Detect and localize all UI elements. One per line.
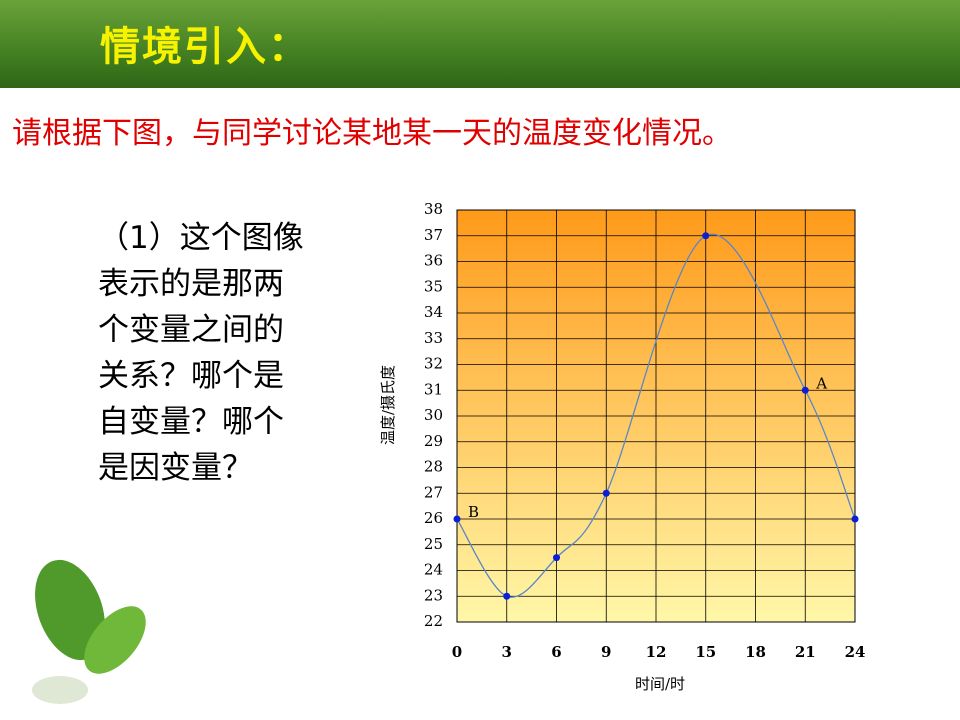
plot-border (456, 209, 856, 623)
point (602, 489, 610, 497)
point (503, 592, 511, 600)
subtitle: 请根据下图，与同学讨论某地某一天的温度变化情况。 (12, 116, 732, 151)
x-tick-label: 3 (502, 643, 512, 661)
x-tick-label: 9 (601, 643, 611, 661)
y-tick-label: 31 (424, 380, 443, 398)
y-tick-label: 23 (424, 586, 443, 604)
y-tick-label: 33 (424, 329, 443, 347)
y-tick-label: 38 (424, 200, 443, 218)
leaf-decoration (32, 559, 146, 704)
y-tick-label: 35 (424, 277, 443, 295)
y-tick-label: 26 (424, 509, 443, 527)
question-line: 关系？哪个是 (98, 358, 284, 394)
point (801, 386, 809, 394)
question-line: 表示的是那两 (98, 266, 284, 302)
header-bar (0, 0, 960, 88)
y-tick-label: 36 (424, 252, 443, 270)
question: （1）这个图像 表示的是那两 个变量之间的 关系？哪个是 自变量？哪个 是因变量？ (98, 215, 304, 491)
y-tick-label: 37 (424, 226, 443, 244)
point-label: A (815, 374, 827, 392)
question-line: 是因变量？ (98, 450, 253, 486)
y-tick-label: 32 (424, 355, 443, 373)
question-line: 个变量之间的 (98, 312, 284, 348)
point (453, 515, 461, 523)
x-tick-label: 0 (452, 643, 462, 661)
point (702, 232, 710, 240)
y-tick-label: 28 (424, 458, 443, 476)
x-tick-label: 24 (845, 643, 866, 661)
x-tick-label: 18 (745, 643, 766, 661)
point-label: B (468, 503, 479, 521)
x-tick-label: 15 (695, 643, 716, 661)
y-tick-label: 34 (424, 303, 443, 321)
x-tick-label: 12 (646, 643, 667, 661)
title: 情境引入： (100, 24, 310, 70)
point (851, 515, 859, 523)
question-line: （1）这个图像 (98, 220, 304, 256)
y-tick-label: 25 (424, 535, 443, 553)
y-tick-label: 24 (424, 561, 443, 579)
question-line: 自变量？哪个 (98, 404, 284, 440)
x-tick-label: 6 (551, 643, 561, 661)
y-tick-label: 27 (424, 483, 443, 501)
y-tick-label: 22 (424, 612, 443, 630)
y-tick-label: 30 (424, 406, 443, 424)
x-axis-label: 时间/时 (635, 675, 685, 693)
y-tick-label: 29 (424, 432, 443, 450)
y-axis-label: 温度/摄氏度 (379, 365, 397, 445)
point (553, 554, 560, 562)
x-tick-label: 21 (795, 643, 816, 661)
